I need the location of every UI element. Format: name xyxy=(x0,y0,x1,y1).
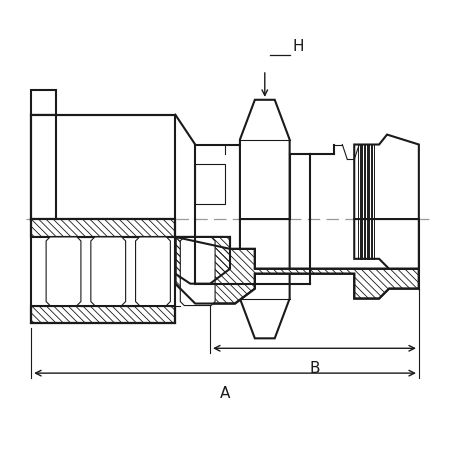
Polygon shape xyxy=(353,135,418,219)
Polygon shape xyxy=(31,219,175,237)
Polygon shape xyxy=(31,116,56,219)
Polygon shape xyxy=(175,237,418,304)
Polygon shape xyxy=(135,237,170,306)
Polygon shape xyxy=(31,306,175,324)
Polygon shape xyxy=(240,101,289,219)
Polygon shape xyxy=(46,237,81,306)
Text: B: B xyxy=(308,360,319,375)
Polygon shape xyxy=(31,90,56,116)
Text: H: H xyxy=(292,39,303,54)
Polygon shape xyxy=(31,237,175,306)
Polygon shape xyxy=(31,116,175,219)
Text: A: A xyxy=(219,385,230,400)
Polygon shape xyxy=(353,219,418,269)
Polygon shape xyxy=(175,237,230,284)
Polygon shape xyxy=(240,219,289,339)
Polygon shape xyxy=(180,237,215,306)
Polygon shape xyxy=(195,165,224,205)
Polygon shape xyxy=(90,237,125,306)
